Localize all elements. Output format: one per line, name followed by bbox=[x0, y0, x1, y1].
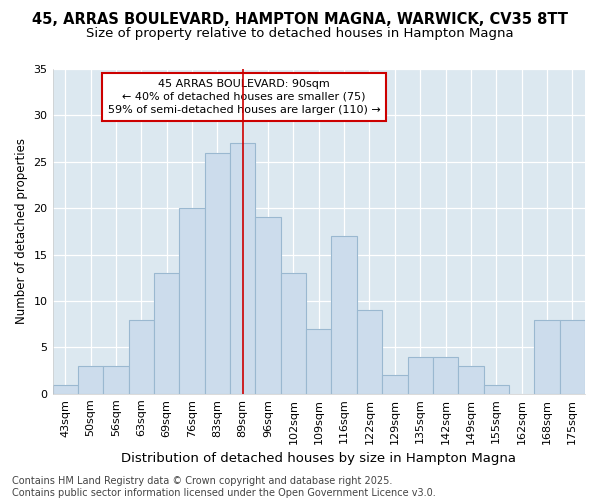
Text: 45 ARRAS BOULEVARD: 90sqm
← 40% of detached houses are smaller (75)
59% of semi-: 45 ARRAS BOULEVARD: 90sqm ← 40% of detac… bbox=[108, 78, 380, 115]
Bar bbox=[128, 320, 154, 394]
Y-axis label: Number of detached properties: Number of detached properties bbox=[15, 138, 28, 324]
Bar bbox=[306, 329, 331, 394]
Text: Size of property relative to detached houses in Hampton Magna: Size of property relative to detached ho… bbox=[86, 28, 514, 40]
Text: Contains HM Land Registry data © Crown copyright and database right 2025.
Contai: Contains HM Land Registry data © Crown c… bbox=[12, 476, 436, 498]
Text: 45, ARRAS BOULEVARD, HAMPTON MAGNA, WARWICK, CV35 8TT: 45, ARRAS BOULEVARD, HAMPTON MAGNA, WARW… bbox=[32, 12, 568, 28]
Bar bbox=[256, 218, 281, 394]
Bar bbox=[78, 366, 103, 394]
Bar bbox=[281, 273, 306, 394]
Bar bbox=[484, 384, 509, 394]
Bar bbox=[433, 356, 458, 394]
Bar bbox=[53, 384, 78, 394]
Bar bbox=[357, 310, 382, 394]
Bar bbox=[154, 273, 179, 394]
Bar bbox=[331, 236, 357, 394]
X-axis label: Distribution of detached houses by size in Hampton Magna: Distribution of detached houses by size … bbox=[121, 452, 516, 465]
Bar bbox=[407, 356, 433, 394]
Bar bbox=[205, 152, 230, 394]
Bar bbox=[103, 366, 128, 394]
Bar bbox=[382, 375, 407, 394]
Bar bbox=[534, 320, 560, 394]
Bar bbox=[458, 366, 484, 394]
Bar bbox=[560, 320, 585, 394]
Bar bbox=[230, 143, 256, 394]
Bar bbox=[179, 208, 205, 394]
